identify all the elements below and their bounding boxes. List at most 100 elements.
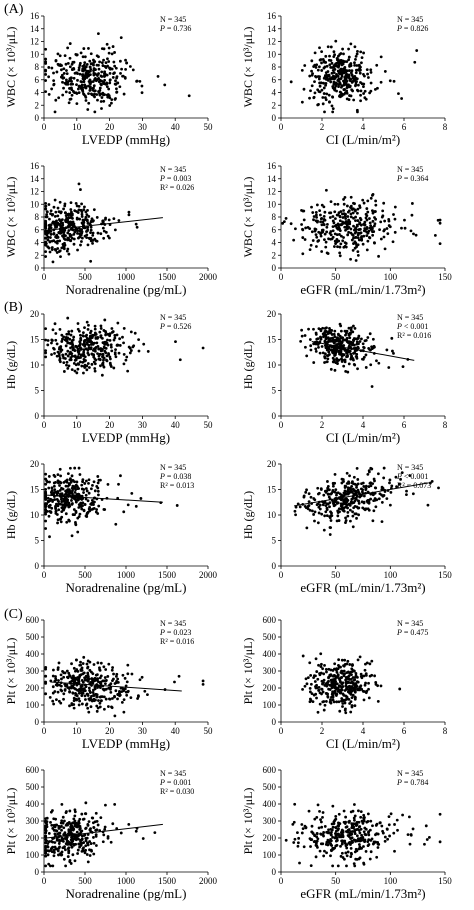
stat-annotation: P = 0.475 xyxy=(396,628,428,637)
data-point xyxy=(83,55,87,59)
data-point xyxy=(331,684,335,688)
data-point xyxy=(350,88,354,92)
data-point xyxy=(89,259,93,263)
data-point xyxy=(68,674,72,678)
data-point xyxy=(82,47,86,50)
data-point xyxy=(353,678,357,682)
data-point xyxy=(114,66,118,70)
data-point xyxy=(411,492,415,496)
data-point xyxy=(360,494,363,498)
data-point xyxy=(322,81,325,85)
data-point xyxy=(74,500,78,504)
data-point xyxy=(120,67,123,71)
data-point xyxy=(93,327,97,331)
data-point xyxy=(360,235,363,238)
data-point xyxy=(359,836,363,840)
data-point xyxy=(297,836,301,840)
y-tick-label: 400 xyxy=(263,799,277,809)
data-point xyxy=(315,696,318,700)
data-point xyxy=(318,209,322,213)
data-point xyxy=(368,347,371,351)
data-point xyxy=(389,812,393,816)
data-point xyxy=(330,682,334,686)
data-point xyxy=(175,504,179,507)
data-point xyxy=(351,514,355,518)
data-point xyxy=(82,687,86,691)
data-point xyxy=(101,687,105,691)
data-point xyxy=(322,223,326,226)
data-point xyxy=(345,60,349,64)
data-point xyxy=(78,217,82,221)
data-point xyxy=(329,200,333,204)
data-point xyxy=(396,828,399,832)
data-point xyxy=(340,493,344,497)
data-point xyxy=(68,337,72,341)
data-point xyxy=(343,839,347,843)
data-point xyxy=(78,333,82,337)
data-point xyxy=(356,49,359,53)
data-point xyxy=(320,88,324,92)
x-tick-label: 2000 xyxy=(199,876,218,886)
data-point xyxy=(309,495,313,499)
data-point xyxy=(93,489,97,493)
data-point xyxy=(88,506,92,509)
data-point xyxy=(349,855,353,859)
data-point xyxy=(350,836,354,840)
data-point xyxy=(70,702,74,705)
data-point xyxy=(96,706,100,710)
data-point xyxy=(59,497,63,501)
data-point xyxy=(314,657,318,661)
data-point xyxy=(140,675,144,679)
data-point xyxy=(405,489,408,493)
y-tick-label: 10 xyxy=(30,49,40,59)
data-point xyxy=(60,853,64,857)
data-point xyxy=(346,349,350,352)
data-point xyxy=(363,223,367,227)
data-point xyxy=(344,678,348,682)
data-point xyxy=(118,691,121,695)
data-point xyxy=(57,508,61,512)
data-point xyxy=(58,517,62,521)
data-point xyxy=(44,503,48,507)
data-point xyxy=(44,327,48,331)
data-point xyxy=(79,502,83,506)
data-point xyxy=(323,238,326,241)
y-tick-label: 100 xyxy=(263,700,277,710)
data-point xyxy=(338,90,342,94)
data-point xyxy=(99,695,103,699)
data-point xyxy=(46,842,50,845)
y-tick-label: 500 xyxy=(26,632,40,642)
data-point xyxy=(364,681,367,685)
data-point xyxy=(368,662,372,666)
data-point xyxy=(107,87,111,91)
data-point xyxy=(58,54,62,58)
x-tick-label: 2000 xyxy=(199,272,218,282)
data-point xyxy=(392,831,396,835)
data-point xyxy=(373,224,376,228)
x-tick-label: 10 xyxy=(72,420,82,430)
data-point xyxy=(328,688,332,691)
data-point xyxy=(80,240,83,243)
data-point xyxy=(106,482,110,486)
data-point xyxy=(95,93,99,96)
data-point xyxy=(356,837,360,841)
data-point xyxy=(89,347,93,351)
data-point xyxy=(361,488,365,492)
data-point xyxy=(343,658,347,662)
data-point xyxy=(356,68,360,72)
data-point xyxy=(364,366,368,369)
data-point xyxy=(53,351,56,355)
data-point xyxy=(335,89,338,93)
data-point xyxy=(424,824,428,828)
data-point xyxy=(334,488,338,491)
data-point xyxy=(333,224,337,228)
data-point xyxy=(315,215,318,219)
data-point xyxy=(342,480,345,483)
data-point xyxy=(57,842,61,845)
data-point xyxy=(201,682,205,686)
data-point xyxy=(63,831,67,835)
data-point xyxy=(365,661,369,665)
y-axis-label: WBC (× 10³/μL) xyxy=(4,177,18,258)
data-point xyxy=(332,338,335,342)
